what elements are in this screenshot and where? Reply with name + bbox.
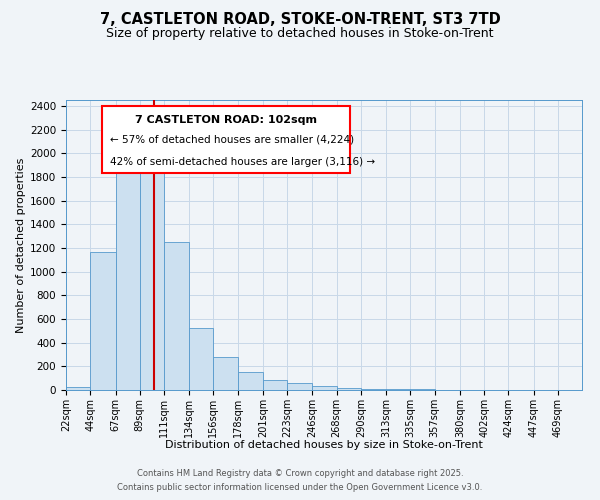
Text: Contains public sector information licensed under the Open Government Licence v3: Contains public sector information licen… bbox=[118, 484, 482, 492]
Bar bbox=[263, 380, 287, 390]
Bar bbox=[189, 328, 214, 390]
Text: Contains HM Land Registry data © Crown copyright and database right 2025.: Contains HM Land Registry data © Crown c… bbox=[137, 468, 463, 477]
Text: 7, CASTLETON ROAD, STOKE-ON-TRENT, ST3 7TD: 7, CASTLETON ROAD, STOKE-ON-TRENT, ST3 7… bbox=[100, 12, 500, 28]
Bar bbox=[164, 242, 189, 390]
Text: ← 57% of detached houses are smaller (4,224): ← 57% of detached houses are smaller (4,… bbox=[110, 135, 354, 145]
Y-axis label: Number of detached properties: Number of detached properties bbox=[16, 158, 26, 332]
Bar bbox=[287, 384, 313, 390]
Bar bbox=[90, 252, 116, 390]
X-axis label: Distribution of detached houses by size in Stoke-on-Trent: Distribution of detached houses by size … bbox=[165, 440, 483, 450]
Bar bbox=[238, 372, 263, 390]
Bar bbox=[214, 358, 238, 390]
FancyBboxPatch shape bbox=[102, 106, 350, 172]
Bar bbox=[140, 170, 164, 390]
Text: 7 CASTLETON ROAD: 102sqm: 7 CASTLETON ROAD: 102sqm bbox=[135, 114, 317, 124]
Bar bbox=[337, 388, 361, 390]
Bar bbox=[116, 157, 140, 390]
Bar bbox=[66, 387, 90, 390]
Bar bbox=[313, 386, 337, 390]
Bar bbox=[361, 389, 386, 390]
Text: 42% of semi-detached houses are larger (3,116) →: 42% of semi-detached houses are larger (… bbox=[110, 156, 375, 166]
Text: Size of property relative to detached houses in Stoke-on-Trent: Size of property relative to detached ho… bbox=[106, 28, 494, 40]
